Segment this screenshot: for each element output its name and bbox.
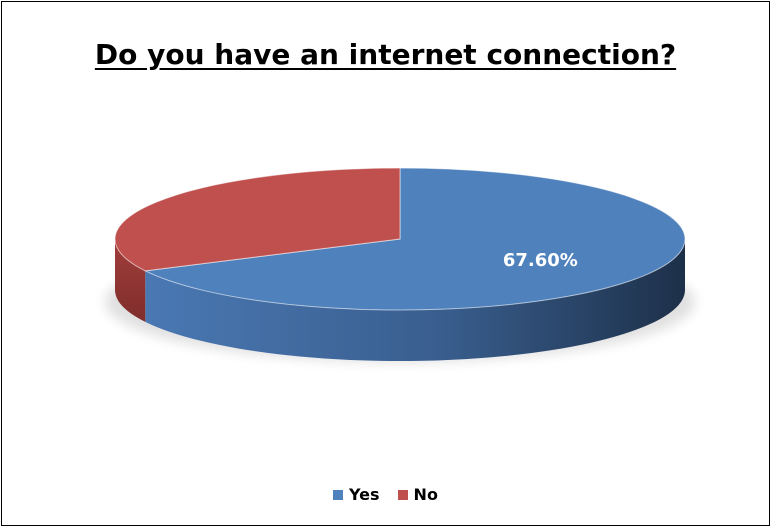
legend-swatch-no — [397, 489, 408, 500]
pie-slice-yes — [143, 167, 686, 311]
pie-slice-side-yes — [145, 239, 685, 362]
legend: Yes No — [2, 485, 769, 504]
pie-slice-side-no — [115, 239, 146, 322]
legend-entry-no: No — [397, 485, 438, 504]
data-label-yes: 67.60% — [503, 250, 578, 271]
legend-label-no: No — [413, 485, 438, 504]
data-label-no: 32.40% — [174, 163, 249, 184]
legend-entry-yes: Yes — [333, 485, 380, 504]
legend-label-yes: Yes — [349, 485, 380, 504]
chart-title: Do you have an internet connection? — [94, 38, 677, 71]
pie-slice-no — [114, 167, 401, 272]
legend-swatch-yes — [333, 489, 344, 500]
